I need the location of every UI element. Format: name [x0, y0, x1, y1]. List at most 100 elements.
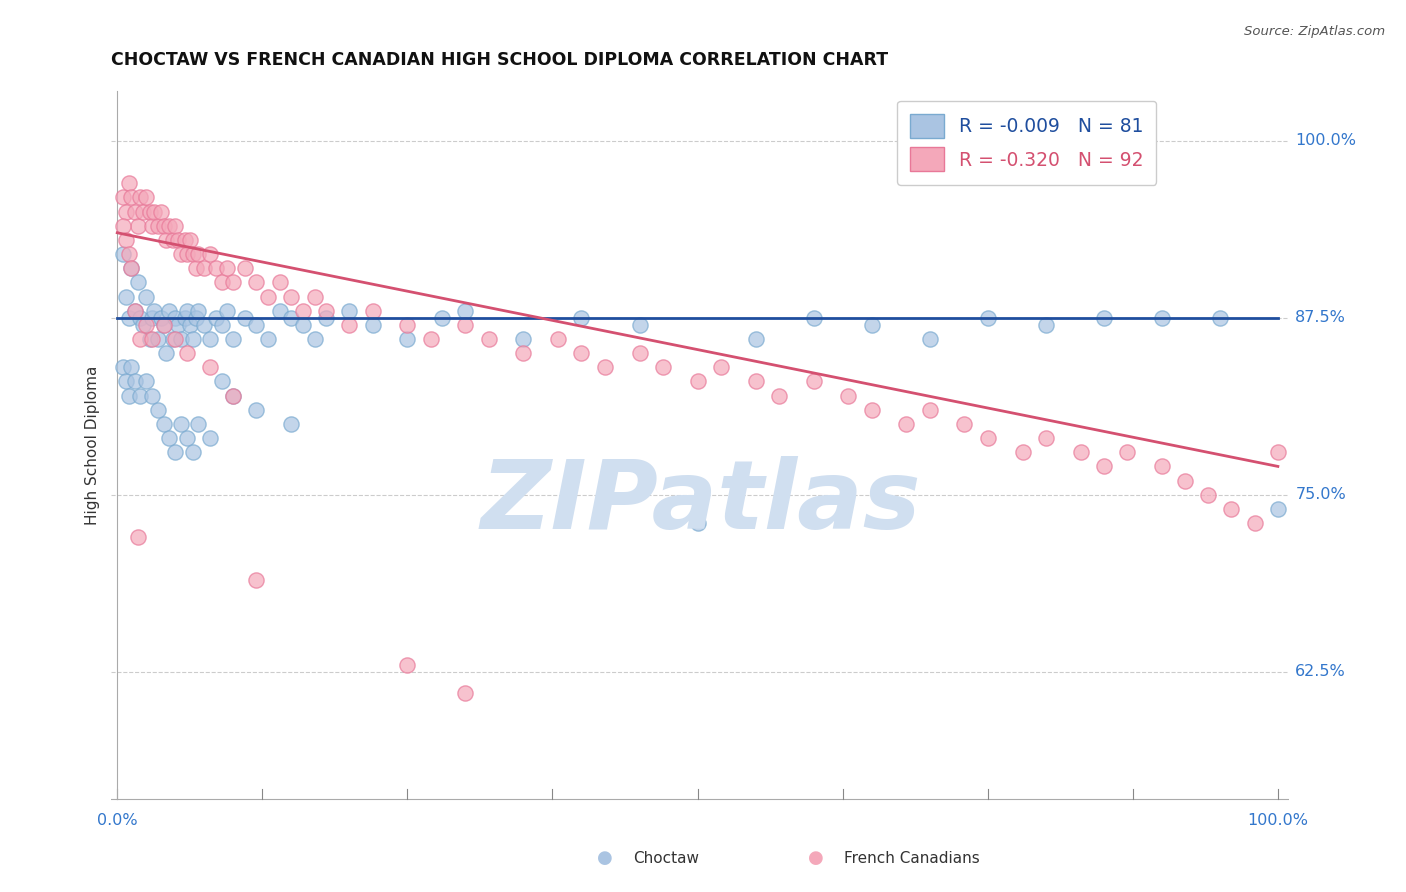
- Point: [280, 417, 302, 431]
- Text: ●: ●: [807, 849, 824, 867]
- Point: [233, 261, 256, 276]
- Point: [478, 332, 501, 346]
- Point: [396, 332, 419, 346]
- Point: [115, 233, 138, 247]
- Point: [222, 332, 245, 346]
- Text: ZIPatlas: ZIPatlas: [479, 457, 921, 549]
- Point: [179, 318, 201, 332]
- Point: [127, 530, 149, 544]
- Point: [337, 303, 360, 318]
- Point: [173, 310, 195, 325]
- Point: [198, 431, 221, 445]
- Point: [454, 686, 477, 700]
- Point: [181, 332, 204, 346]
- Point: [1035, 318, 1057, 332]
- Text: 62.5%: 62.5%: [1295, 665, 1346, 679]
- Point: [141, 219, 163, 233]
- Point: [170, 417, 193, 431]
- Point: [512, 346, 534, 360]
- Point: [138, 204, 160, 219]
- Point: [127, 276, 149, 290]
- Point: [118, 176, 141, 190]
- Point: [211, 318, 233, 332]
- Point: [176, 247, 198, 261]
- Point: [744, 332, 766, 346]
- Point: [1116, 445, 1139, 459]
- Point: [269, 276, 291, 290]
- Point: [454, 318, 477, 332]
- Point: [222, 389, 245, 403]
- Point: [120, 261, 142, 276]
- Point: [176, 431, 198, 445]
- Point: [337, 318, 360, 332]
- Text: 75.0%: 75.0%: [1295, 487, 1346, 502]
- Text: French Canadians: French Canadians: [844, 851, 980, 865]
- Point: [124, 375, 146, 389]
- Point: [454, 303, 477, 318]
- Point: [257, 289, 280, 303]
- Point: [138, 332, 160, 346]
- Text: 100.0%: 100.0%: [1247, 814, 1309, 829]
- Point: [135, 318, 157, 332]
- Point: [166, 233, 188, 247]
- Point: [176, 303, 198, 318]
- Point: [165, 219, 187, 233]
- Point: [187, 303, 209, 318]
- Point: [186, 310, 208, 325]
- Point: [166, 318, 188, 332]
- Point: [205, 310, 228, 325]
- Point: [179, 233, 201, 247]
- Point: [170, 332, 193, 346]
- Point: [205, 261, 228, 276]
- Point: [155, 346, 177, 360]
- Point: [918, 332, 941, 346]
- Point: [198, 332, 221, 346]
- Text: 100.0%: 100.0%: [1295, 133, 1357, 148]
- Point: [120, 360, 142, 375]
- Point: [1150, 459, 1173, 474]
- Point: [1267, 501, 1289, 516]
- Point: [129, 190, 152, 204]
- Point: [165, 332, 187, 346]
- Point: [512, 332, 534, 346]
- Point: [115, 204, 138, 219]
- Point: [118, 247, 141, 261]
- Point: [159, 431, 181, 445]
- Point: [291, 318, 314, 332]
- Point: [159, 303, 181, 318]
- Point: [361, 303, 384, 318]
- Point: [118, 389, 141, 403]
- Point: [146, 332, 169, 346]
- Point: [124, 303, 146, 318]
- Point: [1092, 459, 1115, 474]
- Point: [432, 310, 454, 325]
- Point: [1197, 488, 1219, 502]
- Point: [222, 389, 245, 403]
- Point: [803, 310, 825, 325]
- Point: [152, 318, 174, 332]
- Point: [837, 389, 859, 403]
- Point: [120, 261, 142, 276]
- Point: [1174, 474, 1197, 488]
- Point: [1150, 310, 1173, 325]
- Point: [135, 289, 157, 303]
- Point: [111, 247, 134, 261]
- Point: [593, 360, 616, 375]
- Point: [111, 219, 134, 233]
- Point: [976, 310, 998, 325]
- Point: [146, 219, 169, 233]
- Y-axis label: High School Diploma: High School Diploma: [86, 366, 100, 524]
- Point: [141, 332, 163, 346]
- Text: CHOCTAW VS FRENCH CANADIAN HIGH SCHOOL DIPLOMA CORRELATION CHART: CHOCTAW VS FRENCH CANADIAN HIGH SCHOOL D…: [111, 51, 889, 69]
- Point: [193, 261, 215, 276]
- Point: [111, 190, 134, 204]
- Point: [132, 318, 155, 332]
- Point: [257, 332, 280, 346]
- Point: [162, 233, 184, 247]
- Point: [419, 332, 441, 346]
- Point: [152, 417, 174, 431]
- Point: [186, 261, 208, 276]
- Point: [245, 276, 267, 290]
- Point: [896, 417, 918, 431]
- Point: [860, 318, 883, 332]
